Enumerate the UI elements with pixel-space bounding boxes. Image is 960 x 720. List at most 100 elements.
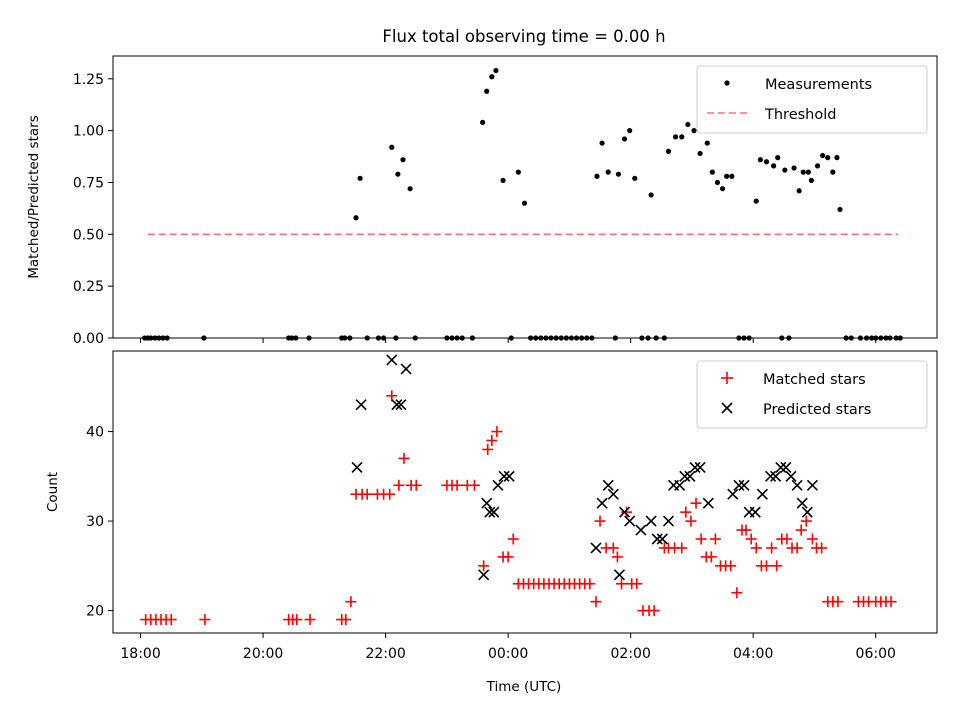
x-tick-label: 20:00 (243, 646, 283, 662)
x-tick-label: 06:00 (856, 646, 896, 662)
matched-stars-point (705, 551, 717, 563)
predicted-legend-marker (721, 402, 733, 414)
x-stroke-b (727, 488, 739, 500)
predicted-stars-point (481, 497, 493, 509)
predicted-stars-point (607, 488, 619, 500)
matched-stars-point (750, 542, 762, 554)
y-tick-label: 0.75 (73, 175, 104, 191)
matched-stars-point (885, 596, 897, 608)
predicted-stars-point (770, 470, 782, 482)
predicted-stars-point (618, 506, 631, 518)
measurement-point (729, 173, 735, 179)
x-stroke-b (780, 461, 792, 473)
x-stroke-b (481, 497, 493, 509)
x-stroke-b (635, 524, 647, 536)
x-stroke-b (785, 470, 797, 482)
predicted-stars-point (780, 461, 792, 473)
measurement-point (632, 175, 638, 181)
x-tick-label: 18:00 (120, 646, 160, 662)
measurement-point (605, 169, 611, 175)
x-stroke-b (624, 515, 636, 527)
x-stroke-b (702, 497, 714, 509)
matched-stars-point (760, 560, 772, 572)
x-tick-label: 00:00 (488, 646, 528, 662)
matched-stars-point (690, 497, 702, 509)
x-stroke-b (351, 461, 363, 473)
matched-stars-point (590, 596, 602, 608)
x-stroke-b (503, 470, 515, 482)
measurement-point (691, 128, 697, 134)
predicted-stars-point (391, 399, 403, 411)
matched-stars-point (676, 542, 688, 554)
matched-stars-point (781, 533, 793, 545)
x-stroke-b (694, 461, 706, 473)
x-stroke-b (806, 479, 818, 491)
predicted-stars-point (684, 470, 696, 482)
predicted-stars-point (656, 533, 668, 545)
x-stroke-b (651, 533, 663, 545)
bottom-panel-ticks: 20 30 40 18:00 20:00 22:00 00:00 02:00 04:00 06:0… (86, 425, 896, 662)
predicted-stars-point (503, 470, 515, 482)
measurement-point (599, 140, 605, 146)
measurement-point (673, 134, 679, 140)
measurement-point (820, 152, 826, 159)
measurement-point (724, 173, 730, 179)
x-stroke-b (684, 470, 696, 482)
matched-stars-point (594, 515, 606, 527)
predicted-stars-point (791, 479, 803, 491)
x-stroke-b (355, 399, 367, 411)
measurement-point (796, 188, 802, 194)
matched-stars-point (340, 614, 352, 626)
bottom-legend-box (696, 360, 928, 429)
bottom-panel-frame (112, 350, 938, 634)
measurement-point (791, 165, 797, 171)
measurement-point (775, 155, 781, 161)
predicted-stars-point (749, 506, 761, 518)
predicted-stars-point (488, 506, 500, 518)
matched-stars-point (631, 578, 643, 590)
x-stroke-b (395, 399, 407, 411)
predicted-stars-point (756, 488, 768, 500)
measurements-legend-label: Measurements (765, 77, 872, 93)
measurement-point (771, 163, 777, 169)
measurement-point (714, 179, 721, 186)
bottom-legend: Matched stars Predicted stars (696, 360, 928, 429)
x-stroke-b (689, 461, 701, 473)
measurement-point (400, 157, 406, 163)
measurement-point (484, 88, 490, 94)
x-stroke-b (488, 506, 500, 518)
measurement-point (685, 121, 691, 128)
predicted-stars-point (492, 479, 504, 491)
measurement-point (837, 206, 843, 213)
matched-stars-point (584, 578, 596, 590)
x-stroke-b (662, 515, 675, 527)
x-stroke-b (791, 479, 803, 491)
matched-stars-point (816, 542, 828, 554)
matched-stars-point (491, 426, 503, 438)
measurement-point (800, 169, 806, 175)
measurement-point (830, 169, 836, 175)
matched-stars-point (482, 443, 494, 455)
measurement-point (805, 169, 811, 175)
predicted-stars-point (765, 470, 777, 482)
x-stroke-b (478, 569, 490, 581)
x-stroke-b (400, 363, 412, 375)
matched-stars-point (832, 596, 844, 608)
predicted-stars-point (602, 479, 614, 491)
measurement-point (679, 134, 685, 140)
threshold-legend-label: Threshold (764, 107, 836, 123)
x-stroke-b (749, 506, 761, 518)
matched-stars-point (393, 479, 405, 491)
matched-stars-point (745, 533, 757, 545)
x-stroke-b (765, 470, 777, 482)
measurement-point (697, 150, 703, 157)
matched-stars-point (291, 614, 303, 626)
x-tick-label: 04:00 (733, 646, 773, 662)
x-stroke-b (775, 461, 787, 473)
y-tick-label: 30 (86, 514, 104, 530)
top-y-axis-label: Matched/Predicted stars (26, 115, 42, 278)
measurement-point (353, 215, 359, 221)
predicted-stars-point (596, 497, 608, 509)
matched-stars-point (709, 533, 721, 545)
matched-stars-point (648, 605, 660, 617)
